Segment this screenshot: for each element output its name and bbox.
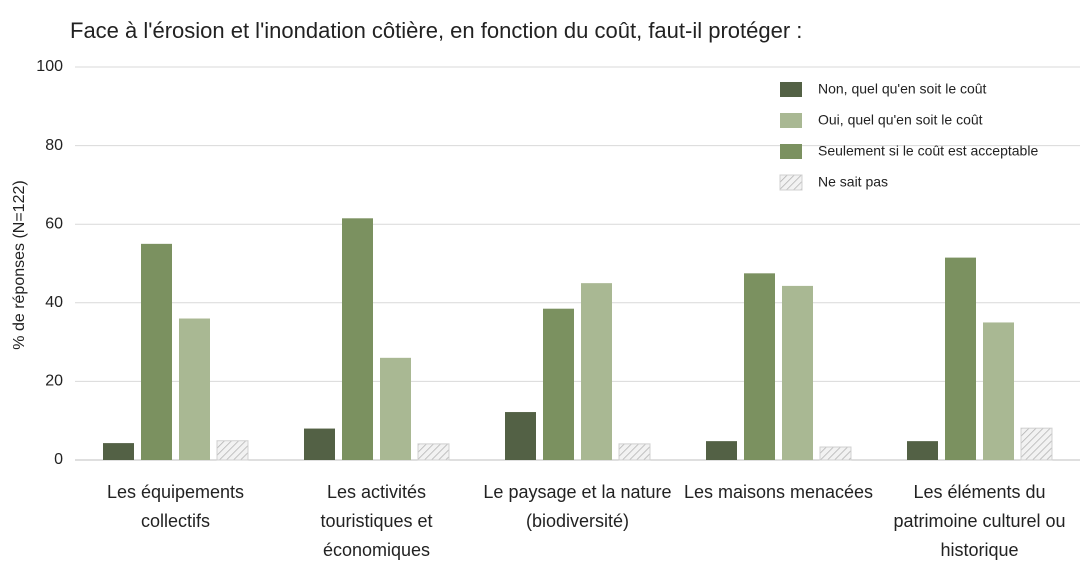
y-axis-title: % de réponses (N=122)	[11, 180, 28, 349]
bar	[744, 273, 775, 460]
legend-label: Ne sait pas	[818, 174, 888, 190]
y-tick-label: 20	[45, 373, 63, 390]
bar	[706, 441, 737, 460]
bar	[618, 443, 651, 461]
x-tick-label: Les maisons menacées	[683, 482, 874, 502]
legend-swatch	[779, 174, 803, 191]
y-tick-label: 80	[45, 137, 63, 154]
bar	[581, 283, 612, 460]
y-tick-label: 60	[45, 215, 63, 232]
bar	[103, 443, 134, 460]
bar	[782, 285, 813, 460]
bar	[543, 308, 574, 460]
bar	[1020, 427, 1053, 461]
bar	[983, 322, 1014, 460]
legend-swatch	[780, 113, 802, 128]
legend-swatch	[780, 144, 802, 159]
legend-label: Non, quel qu'en soit le coût	[818, 81, 987, 97]
bar	[505, 412, 536, 460]
legend-label: Seulement si le coût est acceptable	[818, 143, 1038, 159]
bar	[304, 428, 335, 460]
bar	[342, 218, 373, 460]
bar	[819, 446, 852, 461]
bar	[380, 357, 411, 460]
legend-label: Oui, quel qu'en soit le coût	[818, 112, 983, 128]
bar	[216, 440, 249, 461]
x-tick-label: Les équipements collectifs	[106, 482, 245, 531]
chart-title: Face à l'érosion et l'inondation côtière…	[70, 18, 802, 43]
bar	[945, 257, 976, 460]
bar	[907, 441, 938, 460]
y-tick-label: 0	[54, 451, 63, 468]
bar	[417, 443, 450, 461]
bar	[179, 318, 210, 460]
y-tick-label: 40	[45, 294, 63, 311]
y-tick-label: 100	[36, 58, 63, 75]
legend-swatch	[780, 82, 802, 97]
x-tick-label: Le paysage et la nature (biodiversité)	[483, 482, 672, 531]
x-tick-label: Les éléments du patrimoine culturel ou h…	[893, 482, 1066, 560]
x-tick-label: Les activités touristiques et économique…	[320, 482, 433, 560]
bar	[141, 243, 172, 460]
